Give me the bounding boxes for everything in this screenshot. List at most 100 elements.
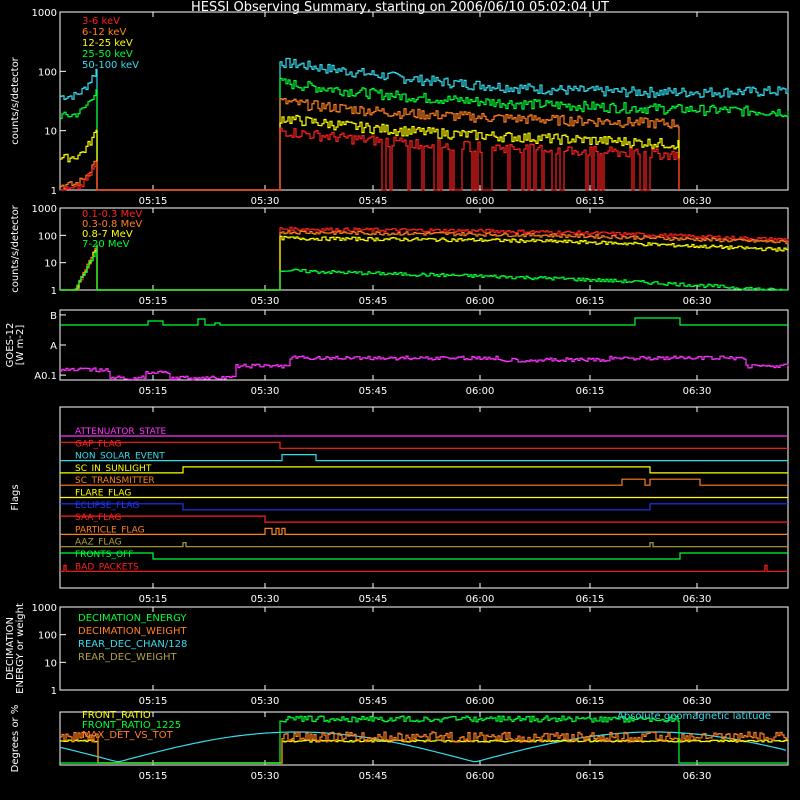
y-tick-label: 100 (38, 67, 57, 78)
time-tick-label: 05:15 (139, 386, 168, 397)
time-tick-label: 05:45 (359, 771, 388, 782)
y-tick-label: 10 (44, 127, 57, 138)
time-tick-label: 06:30 (683, 594, 712, 605)
y-axis-label: ENERGY or weight (15, 603, 26, 694)
time-tick-label: 06:00 (466, 594, 495, 605)
panel-frame (59, 309, 789, 381)
series-yellow (60, 114, 680, 191)
time-tick-label: 05:30 (251, 771, 280, 782)
time-tick-label: 05:45 (359, 386, 388, 397)
series-red (60, 127, 680, 191)
legend-12-25-kev: 12-25 keV (82, 38, 133, 49)
time-tick-label: 05:30 (251, 296, 280, 307)
legend-decimation-energy: DECIMATION_ENERGY (78, 613, 187, 624)
y-tick-label: 1 (51, 686, 57, 697)
legend-rear-dec-weight: REAR_DEC_WEIGHT (78, 652, 177, 663)
flag-line-fronts-off (60, 552, 788, 560)
flag-line-aaz-flag (60, 542, 788, 548)
flag-label-saa-flag: SAA_FLAG (75, 513, 121, 523)
y-axis-label: counts/s/detector (10, 56, 21, 144)
y-tick-label: 1 (51, 186, 57, 197)
goes-short-channel (60, 355, 789, 381)
series-geomagnetic-latitude (59, 731, 787, 763)
y-tick-label: 10 (44, 658, 57, 669)
time-tick-label: 06:30 (683, 196, 712, 207)
time-tick-label: 06:00 (466, 296, 495, 307)
legend-front-ratio-1225: FRONT_RATIO_1225 (82, 720, 181, 731)
page-title: HESSI Observing Summary, starting on 200… (191, 0, 609, 15)
flag-line-non-solar-event (60, 454, 788, 462)
legend-50-100-kev: 50-100 keV (82, 60, 139, 71)
flag-label-sc-in-sunlight: SC_IN_SUNLIGHT (75, 464, 152, 474)
legend-6-12-kev: 6-12 keV (82, 27, 126, 38)
time-tick-label: 05:45 (359, 196, 388, 207)
time-tick-label: 06:00 (466, 696, 495, 707)
time-tick-label: 06:00 (466, 196, 495, 207)
panel-frame (59, 207, 789, 291)
y-tick-label: A0.1 (34, 371, 57, 382)
time-tick-label: 05:45 (359, 696, 388, 707)
flag-label-aaz-flag: AAZ_FLAG (75, 538, 122, 548)
flag-label-particle-flag: PARTICLE_FLAG (75, 525, 145, 535)
y-axis-label: Flags (10, 484, 21, 510)
series-orange (60, 97, 680, 191)
y-tick-label: 100 (38, 231, 57, 242)
flag-line-particle-flag (60, 527, 788, 535)
flag-label-bad-packets: BAD_PACKETS (75, 562, 139, 572)
y-tick-label: 1000 (32, 603, 57, 614)
y-tick-label: 1 (51, 286, 57, 297)
y-axis-label: GOES-12 (5, 323, 16, 368)
time-tick-label: 06:00 (466, 386, 495, 397)
series-red (60, 226, 789, 291)
series-orange (60, 230, 789, 291)
flag-line-sc-transmitter (60, 478, 788, 486)
legend-25-50-kev: 25-50 keV (82, 49, 133, 60)
flag-line-bad-packets (60, 564, 788, 572)
time-tick-label: 06:15 (576, 594, 605, 605)
time-tick-label: 05:45 (359, 296, 388, 307)
flag-label-non-solar-event: NON_SOLAR_EVENT (75, 452, 165, 462)
time-tick-label: 05:15 (139, 296, 168, 307)
series-green (60, 244, 788, 291)
legend-0-8-7-mev: 0.8-7 MeV (82, 229, 133, 240)
y-tick-label: A (50, 341, 57, 352)
time-tick-label: 06:30 (683, 771, 712, 782)
legend-decimation-weight: DECIMATION_WEIGHT (78, 626, 187, 637)
time-tick-label: 06:30 (683, 696, 712, 707)
y-tick-label: 100 (38, 631, 57, 642)
flag-label-fronts-off: FRONTS_OFF (75, 550, 133, 560)
flag-line-saa-flag (60, 515, 788, 523)
y-tick-label: 1000 (32, 204, 57, 215)
legend-7-20-mev: 7-20 MeV (82, 239, 130, 250)
y-axis-label: Degrees or % (10, 705, 21, 773)
flag-label-sc-transmitter: SC_TRANSMITTER (75, 476, 155, 486)
y-axis-label: counts/s/detector (10, 204, 21, 292)
flag-label-eclipse-flag: ECLIPSE_FLAG (75, 501, 139, 511)
legend-3-6-kev: 3-6 keV (82, 16, 120, 27)
time-tick-label: 05:45 (359, 594, 388, 605)
time-tick-label: 06:15 (576, 296, 605, 307)
time-tick-label: 05:15 (139, 771, 168, 782)
flag-label-gap-flag: GAP_FLAG (75, 439, 121, 449)
y-axis-label: [W m-2] (15, 325, 26, 366)
flag-label-flare-flag: FLARE_FLAG (75, 489, 131, 499)
legend-0-3-0-8-mev: 0.3-0.8 MeV (82, 219, 142, 230)
flag-line-gap-flag (60, 441, 788, 449)
time-tick-label: 05:15 (139, 196, 168, 207)
time-tick-label: 05:30 (251, 594, 280, 605)
time-tick-label: 05:15 (139, 696, 168, 707)
y-tick-label: 10 (44, 259, 57, 270)
series-yellow (60, 235, 789, 291)
time-tick-label: 06:15 (576, 696, 605, 707)
legend-max-det-vs-tot: MAX_DET_VS_TOT (82, 730, 174, 741)
time-tick-label: 05:15 (139, 594, 168, 605)
legend-0-1-0-3-mev: 0.1-0.3 MeV (82, 209, 142, 220)
annotation-geomagnetic-latitude: Absolute geomagnetic latitude (617, 711, 771, 722)
y-tick-label: 1000 (32, 8, 57, 19)
flag-line-sc-in-sunlight (60, 466, 788, 474)
series-green (60, 77, 789, 191)
time-tick-label: 06:15 (576, 386, 605, 397)
time-tick-label: 06:15 (576, 196, 605, 207)
legend-rear-dec-chan-128: REAR_DEC_CHAN/128 (78, 639, 187, 650)
